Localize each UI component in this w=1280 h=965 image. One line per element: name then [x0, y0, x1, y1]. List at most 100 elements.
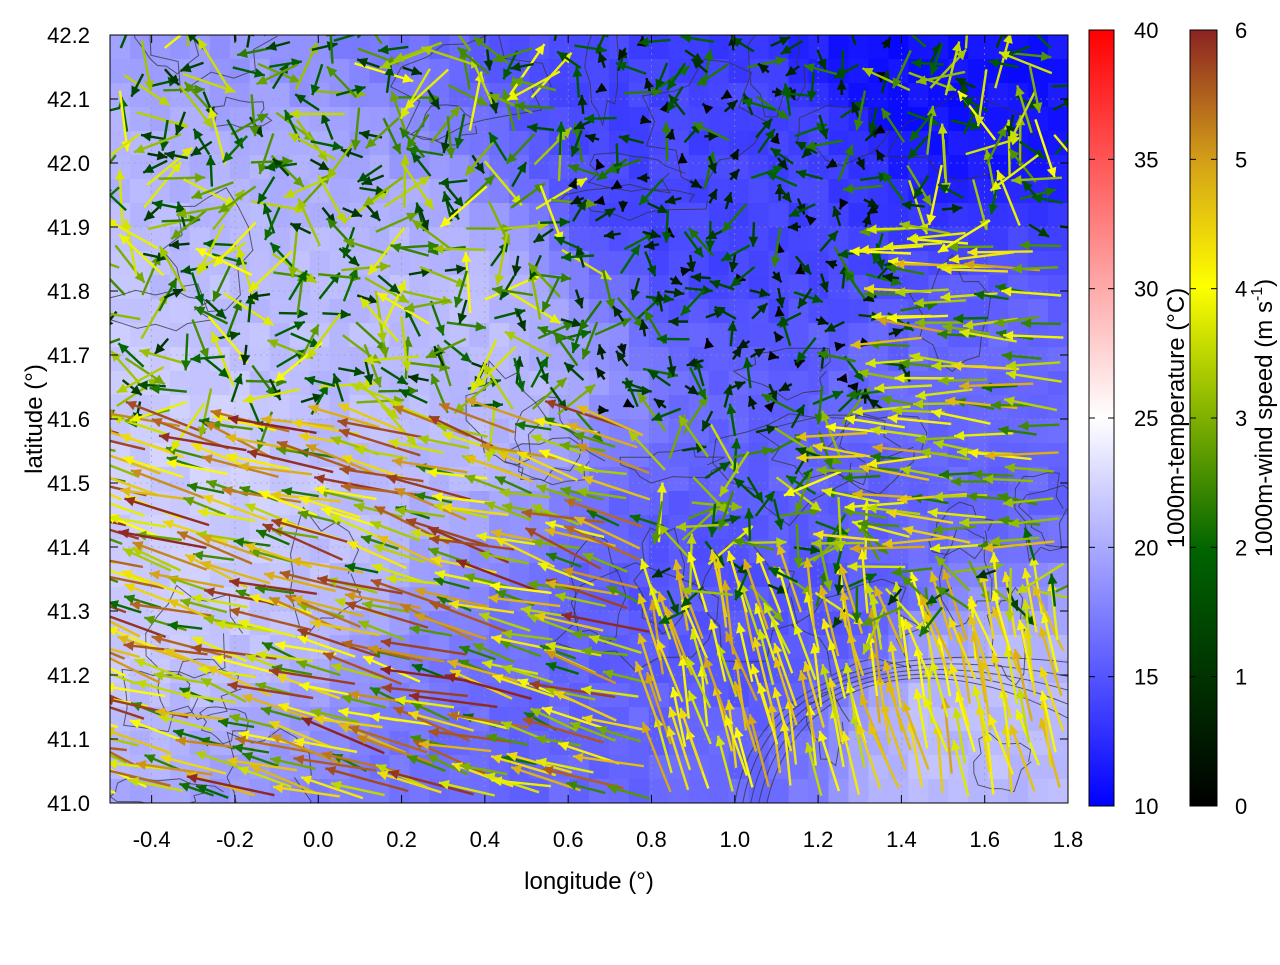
heatmap-cell	[928, 467, 949, 492]
heatmap-cell	[1048, 371, 1069, 396]
heatmap-cell	[868, 347, 889, 372]
heatmap-cell	[729, 299, 750, 324]
heatmap-cell	[709, 323, 730, 348]
heatmap-cell	[469, 299, 490, 324]
x-tick-label: 1.2	[803, 827, 834, 852]
heatmap-cell	[110, 299, 131, 324]
heatmap-cell	[769, 203, 790, 228]
heatmap-cell	[609, 203, 630, 228]
heatmap-cell	[270, 179, 291, 204]
heatmap-cell	[330, 299, 351, 324]
wind-colorbar-label: 1000m-wind speed (m s-1)	[1249, 279, 1278, 557]
colorbar-tick-label: 25	[1134, 406, 1158, 431]
heatmap-cell	[689, 467, 710, 492]
heatmap-cell	[190, 227, 211, 252]
colorbar-tick-label: 40	[1134, 18, 1158, 43]
heatmap-cell	[469, 251, 490, 276]
heatmap-cell	[829, 275, 850, 300]
colorbar-tick-label: 15	[1134, 665, 1158, 690]
heatmap-cell	[968, 371, 989, 396]
heatmap-cell	[290, 467, 311, 492]
heatmap-cell	[729, 203, 750, 228]
heatmap-cell	[1048, 107, 1069, 132]
heatmap-cell	[469, 131, 490, 156]
heatmap-cell	[110, 251, 131, 276]
heatmap-cell	[789, 155, 810, 180]
heatmap-cell	[469, 227, 490, 252]
x-tick-label: 0.0	[303, 827, 334, 852]
colorbar-tick-label: 10	[1134, 794, 1158, 819]
heatmap-cell	[669, 467, 690, 492]
heatmap-cell	[709, 227, 730, 252]
heatmap-cell	[489, 323, 510, 348]
heatmap-cell	[669, 227, 690, 252]
heatmap-cell	[130, 299, 151, 324]
x-tick-label: 1.6	[969, 827, 1000, 852]
heatmap-cell	[829, 179, 850, 204]
heatmap-cell	[449, 323, 470, 348]
heatmap-cell	[1028, 203, 1049, 228]
heatmap-cell	[589, 59, 610, 84]
heatmap-cell	[429, 107, 450, 132]
y-tick-label: 41.7	[47, 343, 90, 368]
x-tick-label: 1.0	[719, 827, 750, 852]
heatmap-cell	[350, 35, 371, 60]
heatmap-cell	[669, 203, 690, 228]
heatmap-cell	[489, 299, 510, 324]
heatmap-cell	[829, 299, 850, 324]
heatmap-cell	[888, 347, 909, 372]
heatmap-cell	[1028, 443, 1049, 468]
heatmap-cell	[509, 251, 530, 276]
heatmap-cell	[1048, 299, 1069, 324]
heatmap-cell	[689, 155, 710, 180]
heatmap-cell	[968, 755, 989, 780]
heatmap-cell	[1008, 539, 1029, 564]
heatmap-cell	[1048, 59, 1069, 84]
y-tick-label: 41.6	[47, 407, 90, 432]
heatmap-cell	[110, 275, 131, 300]
heatmap-cell	[669, 539, 690, 564]
heatmap-cell	[150, 323, 171, 348]
heatmap-cell	[170, 299, 191, 324]
y-axis-label: latitude (°)	[21, 364, 48, 474]
heatmap-cell	[629, 755, 650, 780]
heatmap-cell	[849, 35, 870, 60]
heatmap-cell	[549, 83, 570, 108]
heatmap-cell	[749, 251, 770, 276]
heatmap-cell	[829, 779, 850, 804]
colorbar-tick-label: 20	[1134, 535, 1158, 560]
heatmap-cell	[888, 155, 909, 180]
heatmap-cell	[669, 107, 690, 132]
heatmap-cell	[330, 323, 351, 348]
y-tick-label: 41.4	[47, 535, 90, 560]
heatmap-cell	[948, 563, 969, 588]
heatmap-cell	[130, 35, 151, 60]
heatmap-cell	[310, 539, 331, 564]
heatmap-cell	[829, 395, 850, 420]
heatmap-cell	[988, 83, 1009, 108]
heatmap-cell	[968, 35, 989, 60]
heatmap-cell	[669, 323, 690, 348]
heatmap-cell	[449, 371, 470, 396]
heatmap-cell	[609, 131, 630, 156]
heatmap-cell	[948, 731, 969, 756]
heatmap-cell	[589, 227, 610, 252]
heatmap-cell	[729, 59, 750, 84]
colorbar-tick-label: 3	[1235, 406, 1247, 431]
heatmap-cell	[130, 179, 151, 204]
heatmap-cell	[629, 347, 650, 372]
heatmap-cell	[210, 35, 231, 60]
heatmap-cell	[330, 107, 351, 132]
y-tick-label: 41.8	[47, 279, 90, 304]
heatmap-cell	[749, 275, 770, 300]
heatmap-cell	[849, 299, 870, 324]
heatmap-cell	[270, 299, 291, 324]
heatmap-cell	[729, 131, 750, 156]
heatmap-cell	[290, 395, 311, 420]
heatmap-cell	[789, 227, 810, 252]
heatmap-cell	[170, 179, 191, 204]
heatmap-cell	[429, 635, 450, 660]
x-tick-label: 0.4	[470, 827, 501, 852]
